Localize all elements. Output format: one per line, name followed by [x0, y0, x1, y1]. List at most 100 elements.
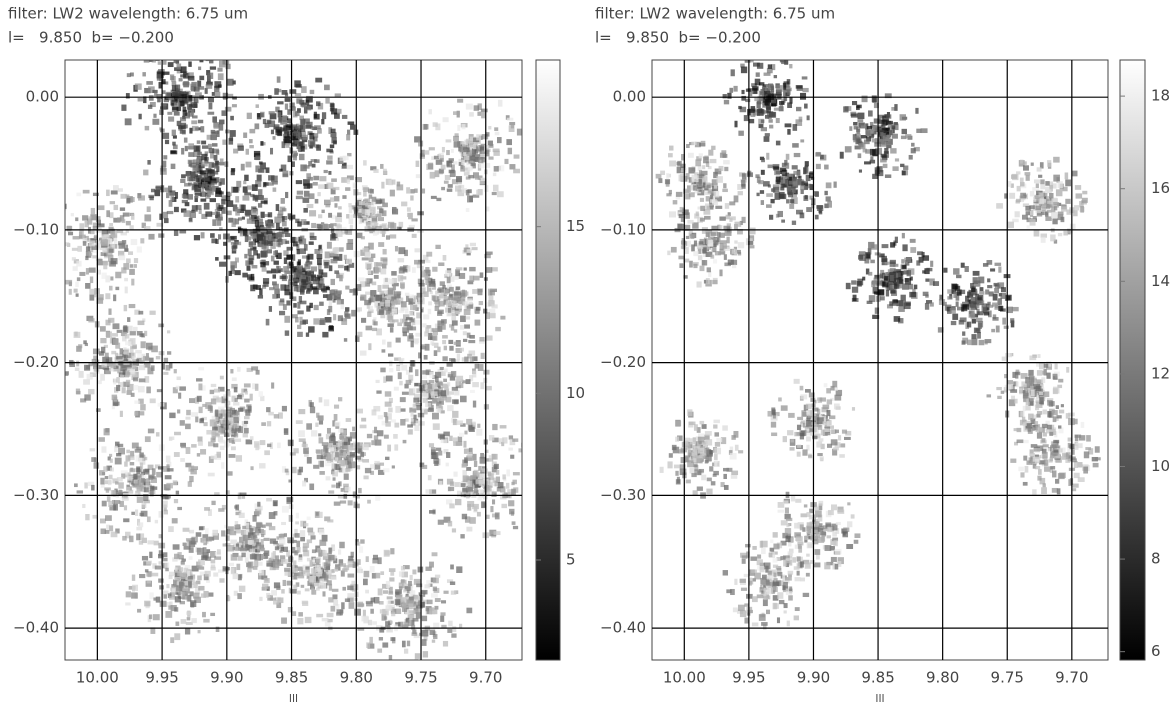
- emission-blob: [165, 49, 168, 55]
- emission-blob: [152, 119, 159, 125]
- emission-blob: [334, 291, 338, 294]
- emission-blob: [377, 430, 384, 436]
- emission-blob: [156, 356, 161, 359]
- emission-blob: [190, 469, 196, 474]
- emission-blob: [153, 597, 156, 600]
- emission-blob: [146, 387, 151, 394]
- emission-blob: [492, 424, 497, 430]
- emission-blob: [203, 619, 209, 623]
- emission-blob: [374, 461, 379, 465]
- emission-blob: [150, 398, 156, 403]
- emission-blob: [139, 378, 146, 382]
- emission-blob: [76, 261, 81, 267]
- emission-blob: [162, 558, 167, 562]
- emission-blob: [240, 548, 247, 552]
- emission-blob: [235, 257, 239, 262]
- emission-blob: [84, 365, 90, 371]
- emission-blob: [310, 406, 315, 413]
- emission-blob: [497, 137, 502, 143]
- emission-blob: [274, 414, 279, 418]
- emission-blob: [114, 239, 117, 244]
- emission-blob: [350, 452, 356, 457]
- emission-blob: [135, 509, 138, 515]
- emission-blob: [285, 241, 289, 244]
- emission-blob: [441, 187, 445, 190]
- emission-blob: [133, 365, 137, 369]
- emission-blob: [181, 559, 186, 562]
- emission-blob: [252, 184, 258, 191]
- emission-blob: [141, 341, 146, 348]
- emission-blob: [101, 529, 106, 535]
- emission-blob: [113, 504, 118, 511]
- emission-blob: [324, 85, 330, 91]
- emission-blob: [406, 187, 410, 193]
- emission-blob: [198, 586, 204, 591]
- emission-blob: [202, 538, 206, 543]
- emission-blob: [183, 543, 187, 546]
- emission-blob: [218, 205, 223, 209]
- emission-blob: [472, 371, 476, 378]
- emission-blob: [416, 161, 420, 167]
- emission-blob: [211, 431, 216, 438]
- emission-blob: [387, 342, 391, 348]
- emission-blob: [255, 443, 259, 450]
- emission-blob: [195, 195, 198, 198]
- emission-blob: [271, 382, 274, 388]
- emission-blob: [239, 586, 245, 592]
- emission-blob: [387, 314, 392, 320]
- emission-blob: [56, 206, 62, 212]
- emission-blob: [525, 166, 532, 172]
- emission-blob: [266, 231, 272, 234]
- emission-blob: [239, 513, 245, 518]
- emission-blob: [246, 149, 249, 155]
- emission-blob: [76, 389, 80, 395]
- emission-blob: [339, 254, 342, 261]
- emission-blob: [124, 349, 129, 356]
- emission-blob: [249, 216, 254, 219]
- emission-blob: [435, 598, 441, 602]
- emission-blob: [115, 343, 120, 349]
- emission-blob: [189, 218, 193, 222]
- emission-blob: [180, 179, 185, 183]
- emission-blob: [341, 304, 345, 309]
- emission-blob: [460, 534, 464, 538]
- emission-blob: [168, 116, 174, 121]
- emission-blob: [104, 487, 111, 490]
- emission-blob: [195, 186, 198, 191]
- emission-blob: [163, 594, 167, 598]
- emission-blob: [122, 536, 126, 541]
- emission-blob: [343, 452, 346, 458]
- emission-blob: [244, 428, 249, 433]
- emission-blob: [217, 56, 221, 60]
- emission-blob: [163, 552, 168, 557]
- emission-blob: [266, 563, 273, 567]
- emission-blob: [353, 562, 356, 568]
- emission-blob: [435, 291, 438, 295]
- emission-blob: [416, 312, 421, 318]
- emission-blob: [472, 382, 479, 387]
- emission-blob: [191, 120, 197, 124]
- emission-blob: [296, 133, 301, 138]
- emission-blob: [114, 500, 120, 504]
- emission-blob: [452, 387, 458, 391]
- emission-blob: [76, 293, 79, 296]
- emission-blob: [169, 413, 175, 419]
- emission-blob: [451, 633, 456, 637]
- emission-blob: [424, 584, 430, 588]
- emission-blob: [323, 294, 327, 298]
- emission-blob: [198, 383, 202, 390]
- emission-blob: [340, 609, 343, 615]
- emission-blob: [331, 279, 335, 285]
- emission-blob: [232, 245, 237, 248]
- emission-blob: [292, 215, 295, 220]
- emission-blob: [198, 67, 201, 71]
- emission-blob: [309, 133, 314, 140]
- emission-blob: [390, 279, 394, 285]
- emission-blob: [235, 525, 240, 529]
- emission-blob: [85, 221, 89, 227]
- emission-blob: [333, 477, 336, 480]
- emission-blob: [284, 316, 290, 323]
- emission-blob: [495, 481, 498, 487]
- emission-blob: [371, 598, 375, 603]
- emission-blob: [219, 120, 224, 125]
